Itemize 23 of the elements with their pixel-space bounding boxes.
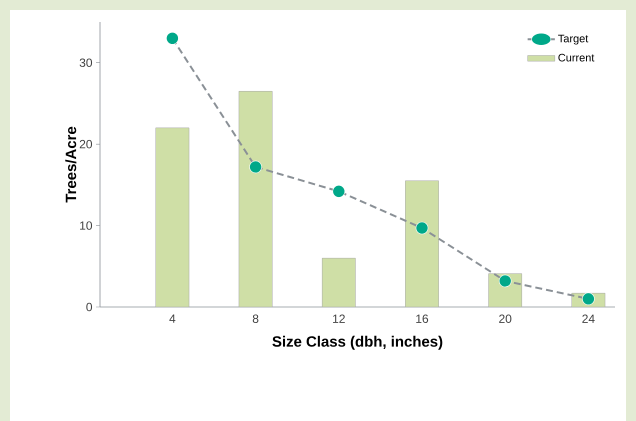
x-tick-label: 12 bbox=[333, 314, 345, 323]
x-tick-label: 20 bbox=[499, 314, 512, 323]
y-tick-label: 20 bbox=[80, 140, 92, 148]
bar bbox=[156, 128, 190, 307]
point bbox=[332, 185, 346, 198]
x-tick-label: 24 bbox=[582, 314, 595, 323]
legend-label: Target bbox=[558, 34, 588, 45]
y-tick-label: 10 bbox=[80, 221, 92, 230]
x-axis-title: Size Class (dbh, inches) bbox=[272, 336, 442, 350]
point bbox=[416, 222, 428, 234]
y-tick-label: 0 bbox=[86, 302, 92, 312]
bar bbox=[322, 258, 356, 307]
legend-label: Current bbox=[558, 54, 594, 62]
bar bbox=[238, 90, 272, 307]
y-tick-label: 30 bbox=[80, 58, 92, 67]
point bbox=[166, 32, 179, 45]
y-axis-title: Trees/Acre bbox=[65, 126, 76, 203]
x-tick-label: 16 bbox=[416, 314, 428, 323]
x-tick-label: 4 bbox=[169, 314, 176, 323]
point bbox=[249, 160, 262, 174]
bar bbox=[405, 180, 439, 307]
x-tick-label: 8 bbox=[252, 314, 258, 323]
point bbox=[498, 274, 512, 288]
